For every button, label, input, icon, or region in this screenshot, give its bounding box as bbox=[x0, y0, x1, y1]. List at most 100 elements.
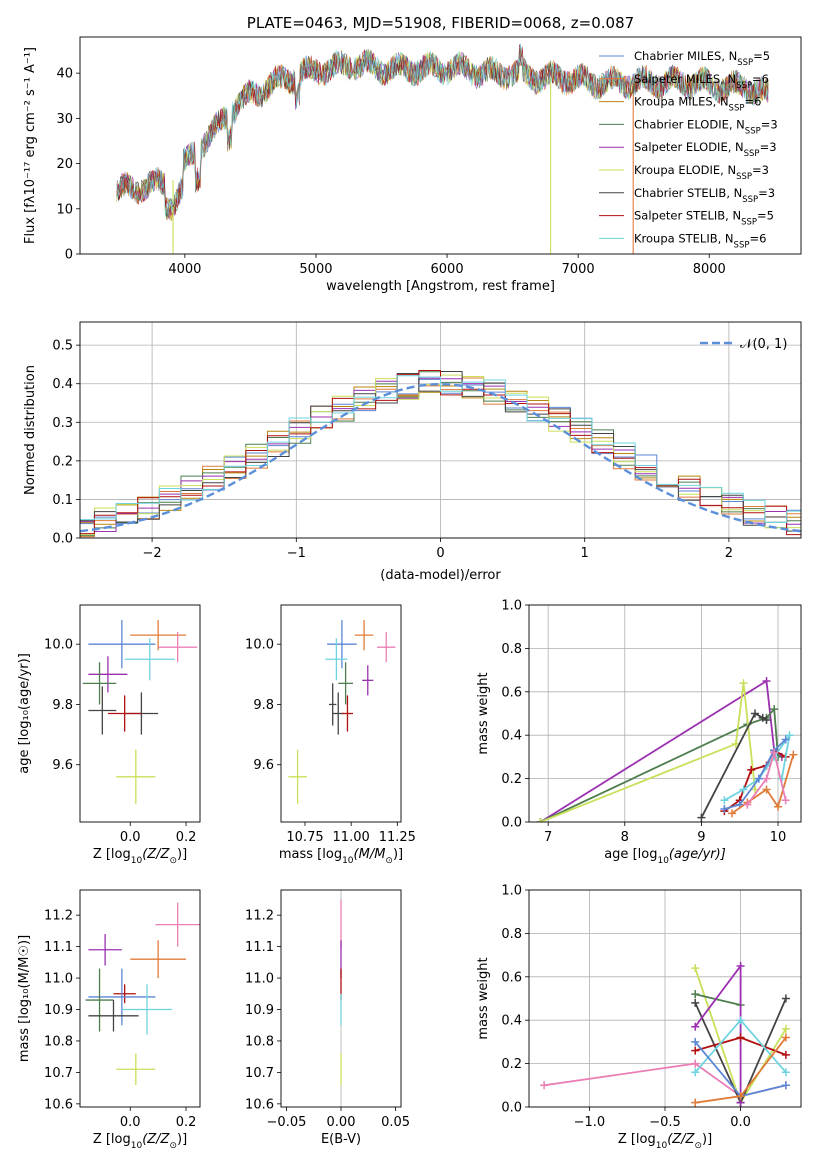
x-tick-label: 7 bbox=[544, 830, 552, 845]
mass-weight-marker bbox=[736, 1092, 745, 1101]
x-tick-label: 7000 bbox=[562, 262, 595, 277]
errorbar-point bbox=[338, 662, 353, 705]
mass-weight-marker bbox=[781, 1068, 790, 1077]
mass-weight-line bbox=[746, 749, 787, 806]
x-tick-label: −1.0 bbox=[574, 1115, 606, 1130]
y-axis-label: Normed distribution bbox=[23, 365, 38, 495]
plot-frame bbox=[280, 604, 402, 823]
histogram-series-steps bbox=[80, 375, 801, 523]
errorbar-point bbox=[130, 940, 187, 979]
legend-label-tail: =5 bbox=[757, 209, 774, 223]
y-tick-label: 0.1 bbox=[52, 493, 73, 508]
mass-weight-marker bbox=[774, 802, 783, 811]
x-tick-label: 0.0 bbox=[120, 830, 141, 845]
x-label-part: (Z/Z bbox=[142, 847, 170, 862]
x-label-part: age [log bbox=[604, 847, 657, 862]
legend-label-tail: =6 bbox=[752, 72, 769, 86]
y-tick-label: 0 bbox=[65, 248, 73, 263]
x-axis-label: Z [log10(Z/Z⊙)] bbox=[618, 1132, 712, 1151]
plot-area bbox=[85, 902, 200, 1085]
plot-frame bbox=[528, 604, 802, 823]
legend: Chabrier MILES, N SSP =5 Salpeter MILES, N S… bbox=[599, 49, 778, 250]
x-tick-label: 0 bbox=[436, 546, 444, 561]
x-axis-label: Z [log10(Z/Z⊙)] bbox=[93, 1132, 187, 1151]
mass-weight-marker bbox=[691, 998, 700, 1007]
mass-vs-metallicity-panel: 0.0 0.2 10.6 10.7 10.8 10.9 11.0 11.1 11.2 Z [log… bbox=[17, 889, 201, 1151]
plot-frame bbox=[79, 604, 201, 823]
errorbar-point bbox=[113, 984, 136, 1004]
legend-label-main: Kroupa STELIB, N bbox=[634, 231, 734, 245]
legend-label-tail: =3 bbox=[760, 140, 777, 154]
mass-weight-marker bbox=[720, 796, 729, 805]
y-tick-label: 9.8 bbox=[253, 698, 274, 713]
legend-label-tail: =3 bbox=[761, 117, 778, 131]
y-tick-label: 1.0 bbox=[501, 884, 522, 899]
legend-label: Salpeter STELIB, NSSP=5 bbox=[634, 209, 774, 228]
y-tick-label: 0.4 bbox=[501, 1014, 522, 1029]
errorbar-point bbox=[325, 638, 348, 681]
errorbar-point bbox=[158, 632, 198, 663]
x-tick-label: 1 bbox=[581, 546, 589, 561]
mass-weight-vs-metallicity-panel: −1.0 −0.5 0.0 0.0 0.2 0.4 0.6 0.8 1.0 Z [log10(Z/… bbox=[476, 884, 802, 1151]
x-label-end: )] bbox=[177, 1132, 187, 1147]
y-tick-label: 10.7 bbox=[245, 1066, 274, 1081]
legend-label-tail: =6 bbox=[749, 231, 766, 245]
plot-area bbox=[80, 370, 801, 538]
mass-weight-marker bbox=[762, 716, 771, 725]
y-tick-label: 20 bbox=[56, 157, 73, 172]
y-tick-label: 10.0 bbox=[245, 638, 274, 653]
histogram-series-steps bbox=[80, 370, 801, 536]
y-tick-label: 10.6 bbox=[245, 1097, 274, 1112]
x-label-end: )] bbox=[177, 847, 187, 862]
y-tick-label: 30 bbox=[56, 112, 73, 127]
x-axis-label: (data-model)/error bbox=[380, 568, 501, 583]
y-tick-label: 11.0 bbox=[245, 972, 274, 987]
mass-weight-marker bbox=[739, 785, 748, 794]
y-tick-label: 9.6 bbox=[253, 758, 274, 773]
mass-weight-marker bbox=[762, 676, 771, 685]
legend-label-main: Salpeter MILES, N bbox=[634, 72, 736, 86]
residual-histogram-panel: −2 −1 0 1 2 0.0 0.1 0.2 0.3 0.4 0.5 (data-model)/er… bbox=[23, 321, 802, 583]
mass-weight-marker bbox=[691, 1098, 700, 1107]
y-tick-label: 10.9 bbox=[245, 1003, 274, 1018]
mass-weight-marker bbox=[789, 750, 798, 759]
mass-weight-marker bbox=[770, 705, 779, 714]
mass-weight-marker bbox=[762, 774, 771, 783]
legend-label: 𝒩(0, 1) bbox=[740, 337, 787, 352]
x-tick-label: 11.25 bbox=[379, 830, 416, 845]
plot-frame bbox=[79, 321, 802, 539]
legend-label-main: Salpeter STELIB, N bbox=[634, 209, 741, 223]
legend-label-tail: =6 bbox=[744, 95, 761, 109]
x-label-end: )] bbox=[702, 1132, 712, 1147]
y-axis-label: age [log₁₀(age/yr)] bbox=[17, 653, 32, 774]
mass-weight-marker bbox=[720, 804, 729, 813]
errorbar-point bbox=[288, 749, 307, 804]
errorbar-point bbox=[155, 902, 200, 947]
y-tick-label: 11.1 bbox=[44, 940, 73, 955]
mass-weight-marker bbox=[691, 990, 700, 999]
x-label-part: Z [log bbox=[93, 1132, 131, 1147]
y-tick-label: 0.5 bbox=[52, 339, 73, 354]
legend-label-main: Chabrier MILES, N bbox=[634, 49, 737, 63]
y-tick-label: 10 bbox=[56, 202, 73, 217]
errorbar-point bbox=[327, 620, 357, 669]
spectrum-panel: PLATE=0463, MJD=51908, FIBERID=0068, z=0… bbox=[23, 14, 802, 294]
x-label-sub: 10 bbox=[656, 1141, 668, 1151]
grid-lines bbox=[529, 889, 801, 1108]
errorbar-point bbox=[88, 1000, 139, 1032]
errorbar-point bbox=[341, 695, 353, 732]
y-tick-label: 10.9 bbox=[44, 1003, 73, 1018]
errorbar-point bbox=[124, 638, 175, 681]
mass-weight-marker bbox=[785, 731, 794, 740]
y-tick-label: 0.8 bbox=[501, 927, 522, 942]
errorbar-point bbox=[116, 749, 156, 804]
legend-label: Chabrier ELODIE, NSSP=3 bbox=[634, 117, 778, 136]
y-tick-label: 0.3 bbox=[52, 416, 73, 431]
y-axis-label: mass weight bbox=[476, 957, 491, 1039]
x-axis-label: wavelength [Angstrom, rest frame] bbox=[326, 279, 555, 294]
legend-label-sub: SSP bbox=[745, 126, 761, 136]
mass-weight-marker bbox=[536, 818, 545, 822]
mass-weight-marker bbox=[781, 1024, 790, 1033]
x-label-part: mass [log bbox=[279, 847, 342, 862]
x-tick-label: 10 bbox=[770, 830, 787, 845]
